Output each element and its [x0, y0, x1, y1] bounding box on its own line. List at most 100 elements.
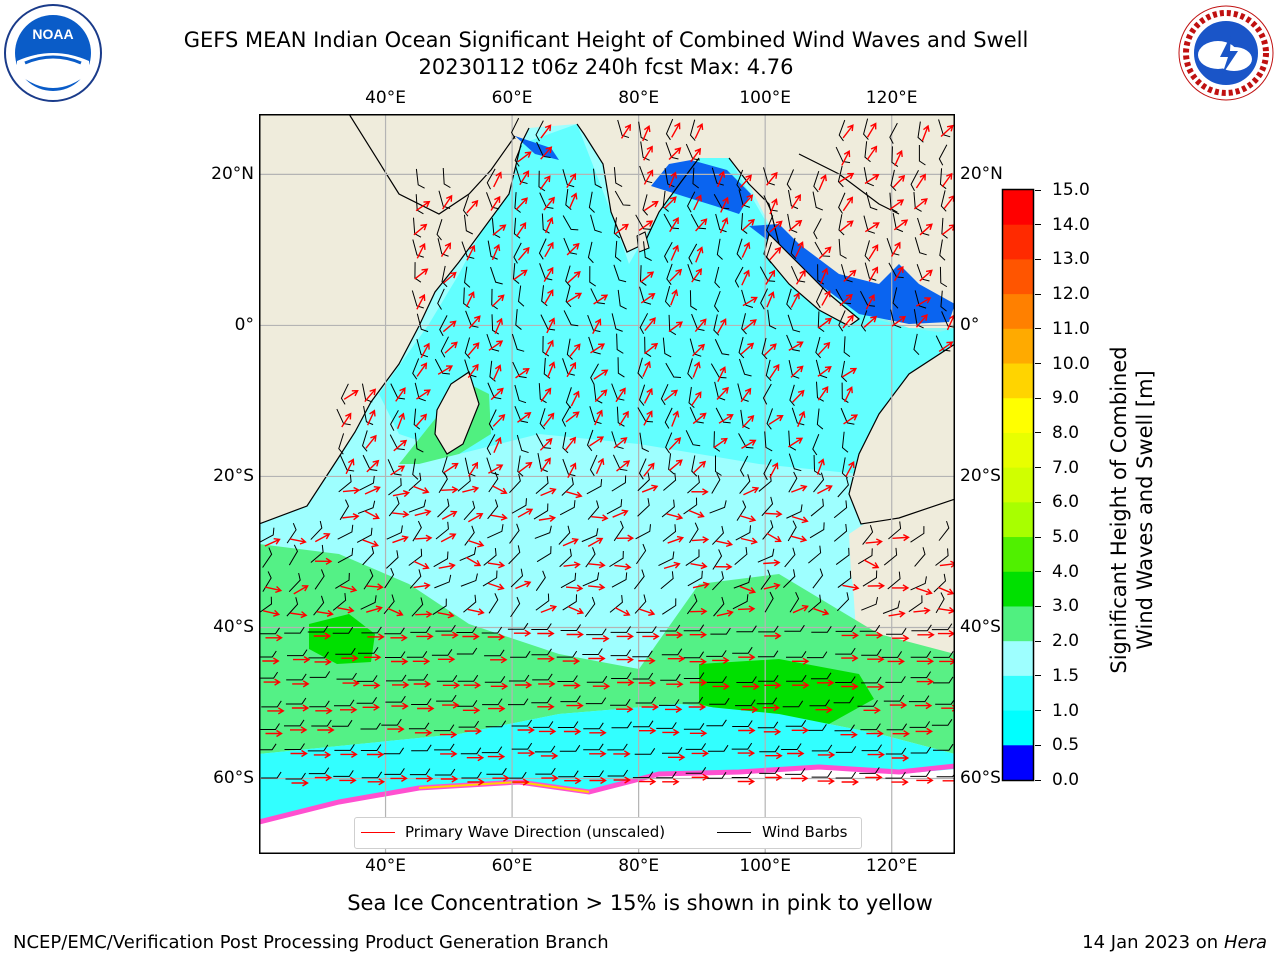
footer-credit: NCEP/EMC/Verification Post Processing Pr…: [13, 932, 609, 953]
wave-arrow: [616, 632, 634, 641]
wind-barb: [741, 289, 754, 308]
wind-barb: [639, 286, 652, 305]
wave-arrow: [843, 414, 858, 425]
wave-arrow: [893, 265, 904, 282]
wind-barb: [886, 627, 907, 635]
wind-barb: [813, 472, 825, 493]
wind-barb: [463, 500, 476, 521]
wave-arrow: [740, 387, 752, 403]
wind-barb: [390, 410, 399, 431]
wind-barb: [533, 503, 549, 520]
wave-arrow: [488, 704, 506, 713]
wave-arrow: [941, 224, 954, 236]
wind-barb: [334, 699, 355, 707]
wind-barb: [790, 237, 797, 260]
wind-barb: [887, 571, 901, 590]
wave-arrow: [493, 436, 502, 454]
wave-arrow: [491, 294, 505, 307]
wind-barb: [635, 524, 651, 540]
wind-barb: [585, 547, 596, 568]
wave-arrow: [668, 753, 686, 761]
wind-barb: [542, 335, 550, 357]
wave-arrow: [387, 607, 404, 617]
wave-arrow: [563, 561, 581, 569]
wave-arrow: [841, 778, 859, 786]
wave-arrow: [791, 484, 808, 493]
wave-arrow: [343, 389, 359, 400]
wave-arrow: [763, 559, 781, 567]
wave-arrow: [263, 609, 281, 617]
wind-barb: [738, 336, 745, 359]
wind-barb: [360, 595, 377, 610]
wave-arrow: [515, 367, 530, 379]
wave-arrow: [891, 778, 909, 786]
wave-arrow: [291, 779, 309, 787]
wind-barb: [384, 627, 405, 635]
colorbar-tick-label: 11.0: [1052, 318, 1090, 339]
map-legend: Primary Wave Direction (unscaled) Wind B…: [354, 817, 862, 849]
wave-arrow: [293, 585, 309, 595]
wind-barb: [656, 722, 677, 729]
wave-arrow: [337, 606, 355, 614]
wave-arrow: [317, 726, 335, 734]
wave-arrow: [913, 198, 928, 210]
wind-barb: [662, 337, 672, 358]
wind-barb: [614, 240, 622, 262]
wave-arrow: [293, 655, 311, 664]
wave-arrow: [842, 124, 854, 139]
wave-arrow: [362, 703, 380, 711]
wave-arrow: [414, 268, 429, 280]
wave-arrow: [765, 752, 783, 760]
wave-arrow: [413, 582, 431, 590]
wave-arrow: [737, 777, 756, 786]
wind-barb: [534, 745, 556, 753]
wind-barb: [736, 676, 757, 683]
wave-arrow: [441, 510, 458, 520]
wave-arrow: [440, 750, 458, 758]
coastline-arabia: [348, 115, 516, 215]
wind-barb: [786, 169, 795, 191]
wave-arrow: [692, 412, 707, 425]
wind-barb: [560, 624, 582, 631]
wave-arrow: [442, 320, 457, 333]
wind-barb: [535, 120, 544, 142]
wind-barb: [664, 285, 671, 308]
wind-barb: [837, 570, 852, 588]
wind-barb: [706, 772, 727, 779]
wave-arrow: [537, 703, 555, 711]
wave-arrow: [415, 774, 434, 783]
wind-barb: [738, 358, 752, 377]
wave-arrow: [817, 341, 831, 356]
wind-barb: [757, 650, 779, 658]
wind-barb: [414, 382, 426, 402]
wind-barb: [732, 720, 753, 727]
wave-arrow: [265, 729, 283, 738]
wind-barb: [538, 238, 547, 260]
colorbar: [1001, 188, 1035, 782]
wind-barb: [338, 433, 345, 455]
wind-barb: [433, 551, 449, 568]
wind-barb: [686, 594, 698, 615]
wind-barb: [733, 575, 751, 589]
wind-barb: [813, 218, 822, 240]
wind-barb: [634, 748, 656, 755]
noaa-logo-text: NOAA: [32, 26, 73, 42]
wave-arrow: [939, 560, 954, 568]
wave-arrow: [916, 657, 935, 665]
wave-direction-arrows: [262, 122, 954, 787]
wind-barb: [689, 119, 696, 141]
wave-arrow: [643, 462, 655, 477]
wind-barb: [333, 770, 354, 777]
wind-barb: [617, 289, 627, 310]
sea-ice-edge: [260, 763, 954, 825]
wind-barb: [609, 550, 624, 568]
colorbar-tick-mark: [1035, 189, 1041, 191]
wave-arrow: [842, 583, 860, 591]
wave-arrow: [617, 678, 635, 687]
wind-barb: [666, 263, 673, 286]
wave-arrow: [690, 607, 708, 616]
wind-barb: [665, 362, 682, 379]
wave-arrow: [938, 586, 954, 596]
wave-arrow: [515, 197, 528, 211]
wave-arrow: [588, 561, 606, 569]
